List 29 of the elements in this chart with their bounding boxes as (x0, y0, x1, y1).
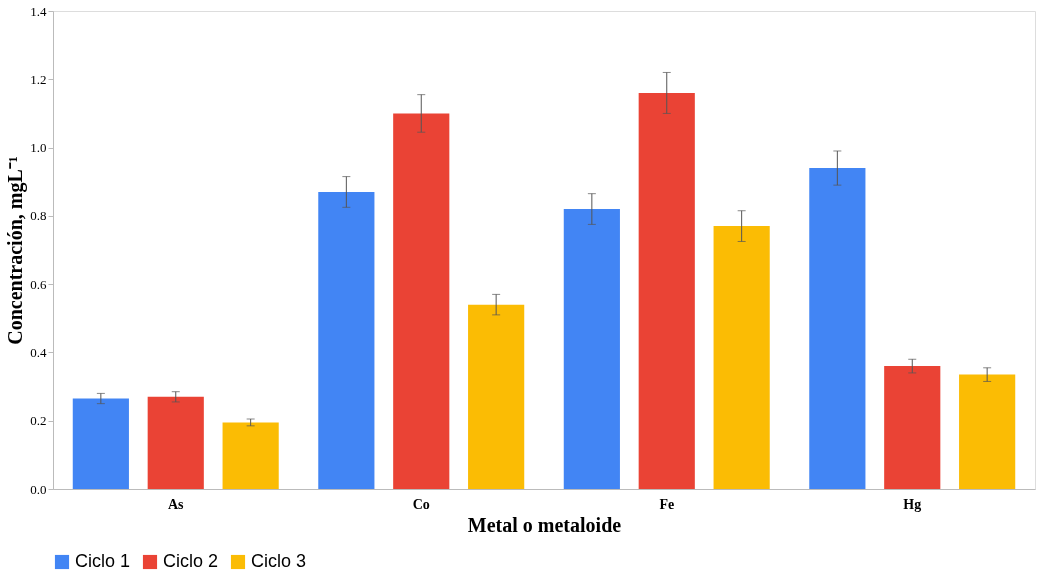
y-tick-label: 0.6 (30, 276, 47, 292)
bar (222, 422, 279, 489)
bar (809, 168, 866, 489)
bar (959, 374, 1016, 489)
x-tick-label: Hg (903, 496, 922, 512)
bar (563, 209, 620, 489)
bar (884, 366, 941, 489)
y-tick-label: 0.8 (30, 208, 47, 224)
y-tick-label: 1.4 (30, 3, 47, 19)
x-tick-label: Fe (659, 496, 675, 512)
y-tick-label: 0.4 (30, 344, 47, 360)
bar (393, 113, 450, 489)
y-tick-label: 1.2 (30, 71, 47, 87)
x-tick-label: As (167, 496, 185, 512)
bar (638, 92, 695, 489)
legend-label: Ciclo 1 (75, 551, 131, 571)
bar (713, 226, 770, 489)
bar (318, 191, 375, 489)
y-tick-label: 1.0 (30, 140, 47, 156)
legend-label: Ciclo 2 (163, 551, 219, 571)
x-tick-label: Co (412, 496, 430, 512)
bar (468, 304, 525, 489)
y-tick-label: 0.0 (30, 481, 47, 497)
y-axis-title: Concentración, mgL⁻¹ (4, 156, 28, 345)
x-axis-title: Metal o metaloide (467, 513, 622, 536)
bar (147, 396, 204, 489)
bar (72, 398, 129, 489)
y-tick-label: 0.2 (30, 413, 47, 429)
legend-label: Ciclo 3 (251, 551, 307, 571)
